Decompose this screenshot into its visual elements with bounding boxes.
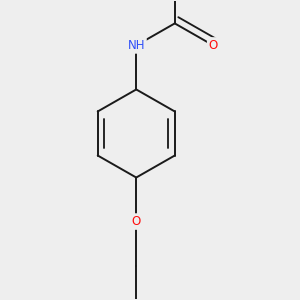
Text: O: O <box>132 215 141 228</box>
Text: NH: NH <box>128 39 145 52</box>
Text: O: O <box>209 39 218 52</box>
